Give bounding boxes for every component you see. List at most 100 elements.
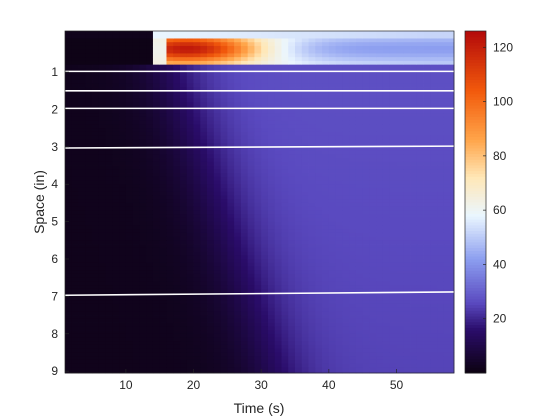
heatmap-cell xyxy=(227,98,235,103)
heatmap-cell xyxy=(382,202,391,208)
heatmap-cell xyxy=(227,49,235,54)
heatmap-cell xyxy=(376,173,384,178)
heatmap-cell xyxy=(396,199,404,204)
heatmap-cell xyxy=(207,202,215,208)
heatmap-cell xyxy=(166,367,174,372)
heatmap-cell xyxy=(200,120,208,125)
heatmap-cell xyxy=(132,273,140,279)
heatmap-cell xyxy=(78,146,86,152)
heatmap-cell xyxy=(173,367,181,372)
heatmap-cell xyxy=(322,173,330,178)
heatmap-cell xyxy=(213,341,221,346)
heatmap-cell xyxy=(173,337,181,342)
heatmap-cell xyxy=(410,180,418,185)
heatmap-cell xyxy=(403,173,411,178)
heatmap-cell xyxy=(240,363,249,368)
heatmap-cell xyxy=(376,341,384,346)
heatmap-cell xyxy=(301,34,309,39)
heatmap-cell xyxy=(261,150,269,155)
heatmap-cell xyxy=(146,333,154,338)
heatmap-cell xyxy=(342,348,350,353)
heatmap-cell xyxy=(193,38,201,43)
heatmap-cell xyxy=(105,202,113,208)
heatmap-cell xyxy=(267,143,276,148)
heatmap-cell xyxy=(105,266,113,271)
heatmap-cell xyxy=(315,79,323,84)
heatmap-cell xyxy=(119,173,127,178)
heatmap-cell xyxy=(119,229,127,234)
heatmap-cell xyxy=(98,277,106,282)
heatmap-cell xyxy=(234,79,242,84)
heatmap-cell xyxy=(315,169,323,174)
heatmap-cell xyxy=(200,154,208,159)
heatmap-cell xyxy=(92,307,100,312)
heatmap-cell xyxy=(247,232,255,237)
heatmap-cell xyxy=(132,42,140,47)
heatmap-cell xyxy=(112,120,120,125)
heatmap-cell xyxy=(207,161,215,166)
heatmap-cell xyxy=(410,199,418,204)
heatmap-cell xyxy=(295,341,303,346)
heatmap-cell xyxy=(152,318,161,323)
heatmap-cell xyxy=(132,135,140,140)
heatmap-cell xyxy=(382,60,391,66)
heatmap-cell xyxy=(261,262,269,267)
heatmap-cell xyxy=(132,184,140,189)
heatmap-cell xyxy=(423,45,431,51)
heatmap-cell xyxy=(423,72,431,77)
heatmap-cell xyxy=(166,109,174,114)
heatmap-cell xyxy=(328,131,337,137)
heatmap-cell xyxy=(322,229,330,234)
heatmap-cell xyxy=(349,131,357,137)
heatmap-cell xyxy=(152,165,161,170)
heatmap-cell xyxy=(315,131,323,137)
heatmap-cell xyxy=(220,124,228,129)
heatmap-cell xyxy=(430,87,438,92)
heatmap-cell xyxy=(125,221,134,226)
heatmap-cell xyxy=(410,210,418,215)
heatmap-cell xyxy=(254,87,262,92)
heatmap-cell xyxy=(92,236,100,241)
heatmap-cell xyxy=(65,326,73,331)
heatmap-cell xyxy=(288,363,296,368)
heatmap-cell xyxy=(369,367,377,372)
heatmap-cell xyxy=(186,217,194,223)
heatmap-cell xyxy=(125,240,134,245)
heatmap-cell xyxy=(207,184,215,189)
heatmap-cell xyxy=(112,53,120,58)
heatmap-cell xyxy=(369,150,377,155)
heatmap-cell xyxy=(166,307,174,312)
heatmap-cell xyxy=(342,270,350,275)
heatmap-cell xyxy=(382,262,391,267)
heatmap-cell xyxy=(152,236,161,241)
heatmap-cell xyxy=(254,311,262,316)
heatmap-cell xyxy=(125,352,134,357)
heatmap-cell xyxy=(315,53,323,58)
heatmap-cell xyxy=(349,146,357,152)
heatmap-cell xyxy=(322,322,330,327)
heatmap-cell xyxy=(152,281,161,286)
heatmap-cell xyxy=(112,113,120,118)
heatmap-cell xyxy=(180,83,188,88)
heatmap-cell xyxy=(146,53,154,58)
heatmap-cell xyxy=(71,187,79,193)
heatmap-cell xyxy=(322,116,330,122)
heatmap-cell xyxy=(261,161,269,166)
heatmap-cell xyxy=(227,344,235,350)
heatmap-cell xyxy=(281,102,289,107)
heatmap-cell xyxy=(335,307,343,312)
heatmap-cell xyxy=(382,348,391,353)
heatmap-cell xyxy=(119,356,127,361)
heatmap-cell xyxy=(267,102,276,107)
heatmap-cell xyxy=(227,240,235,245)
heatmap-cell xyxy=(98,221,106,226)
heatmap-cell xyxy=(295,344,303,350)
heatmap-cell xyxy=(159,344,167,350)
heatmap-cell xyxy=(247,120,255,125)
heatmap-cell xyxy=(200,303,208,308)
heatmap-cell xyxy=(213,31,221,36)
heatmap-cell xyxy=(281,120,289,125)
heatmap-cell xyxy=(261,53,269,58)
heatmap-cell xyxy=(105,113,113,118)
heatmap-cell xyxy=(389,266,397,271)
